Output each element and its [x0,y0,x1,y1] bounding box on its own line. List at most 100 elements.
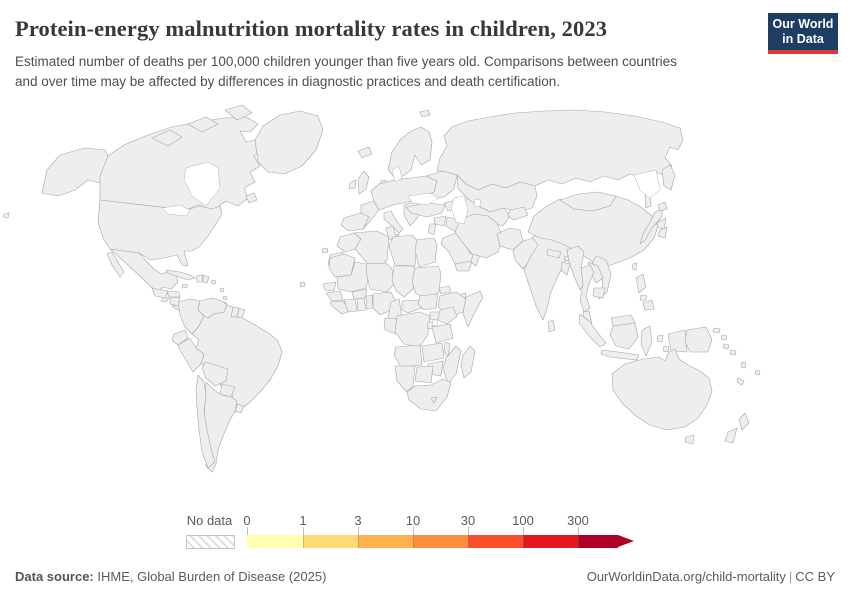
country-papua-new-guinea[interactable] [684,326,713,353]
country-canary-islands[interactable] [321,247,329,254]
country-iran[interactable] [454,213,504,259]
country-tunisia[interactable] [385,225,397,241]
country-tanzania[interactable] [431,323,454,344]
region-jordan-israel[interactable] [427,223,437,236]
country-luzon[interactable] [635,273,647,294]
owid-logo[interactable]: Our World in Data [768,13,838,54]
country-canada-island-2[interactable] [187,116,219,133]
country-egypt[interactable] [414,237,438,268]
legend-color-scale[interactable] [247,535,618,548]
country-eritrea[interactable] [438,285,452,295]
region-kyrgyzstan-tajikistan[interactable] [507,206,529,221]
country-madagascar[interactable] [460,345,476,379]
country-united-kingdom[interactable] [357,170,370,195]
country-baja-california[interactable] [106,251,125,278]
country-iceland[interactable] [357,146,373,159]
country-haiti[interactable] [195,274,204,283]
country-sudan[interactable] [411,265,442,299]
legend-bin-100-300[interactable] [523,535,578,548]
country-west-papua[interactable] [667,329,688,353]
country-png-island-1[interactable] [712,327,721,334]
region-iberia[interactable] [340,212,370,232]
legend-no-data-swatch[interactable] [186,535,235,549]
country-honduras[interactable] [166,290,181,298]
country-aleutians[interactable] [2,212,10,219]
country-cambodia[interactable] [592,287,606,299]
country-mozambique[interactable] [442,345,462,385]
country-australia[interactable] [611,348,713,431]
country-nepal[interactable] [546,248,562,259]
country-bolivia[interactable] [201,361,229,387]
country-canada-island-3[interactable] [224,104,253,121]
legend-bin-300-plus[interactable] [578,535,618,548]
country-kamchatka[interactable] [661,164,676,191]
country-guatemala[interactable] [151,287,169,299]
country-ivory-coast[interactable] [343,298,358,313]
country-sumatra[interactable] [578,313,607,348]
country-thailand[interactable] [579,264,595,313]
country-guinea[interactable] [325,290,344,302]
country-south-sudan[interactable] [417,293,439,311]
country-lesotho[interactable] [430,396,438,404]
country-vanuatu[interactable] [740,361,747,369]
country-maluku-1[interactable] [656,334,664,343]
country-ireland[interactable] [348,179,357,190]
country-italy[interactable] [383,210,404,234]
country-solomon-1[interactable] [722,343,730,350]
country-el-salvador[interactable] [160,297,170,303]
legend-bin-10-30[interactable] [413,535,468,548]
country-cape-verde[interactable] [299,281,306,288]
country-ghana[interactable] [356,297,367,312]
country-canada[interactable] [99,116,264,211]
country-canada-island-1[interactable] [151,129,183,147]
country-united-states[interactable] [97,199,223,267]
legend-bin-3-10[interactable] [358,535,413,548]
country-botswana[interactable] [414,365,434,384]
region-sierra-leone-liberia[interactable] [329,300,351,315]
country-japan[interactable] [639,207,664,245]
country-java[interactable] [600,349,640,361]
region-togo-benin[interactable] [365,294,374,310]
country-solomon-2[interactable] [729,349,737,356]
country-namibia[interactable] [394,365,416,393]
country-angola[interactable] [393,344,423,368]
country-zambia[interactable] [421,342,445,363]
country-sri-lanka[interactable] [547,319,556,333]
country-bangladesh[interactable] [560,261,571,276]
country-fiji[interactable] [754,369,761,376]
country-south-korea[interactable] [657,226,668,239]
country-dominican-republic[interactable] [202,274,210,284]
country-niger[interactable] [365,262,395,293]
country-chad[interactable] [391,265,416,298]
country-svalbard[interactable] [419,109,431,118]
country-burkina-faso[interactable] [351,288,368,300]
country-senegal[interactable] [322,281,337,292]
country-mauritania[interactable] [328,253,356,278]
legend-bin-30-100[interactable] [468,535,523,548]
country-drc[interactable] [394,311,431,348]
country-visayas[interactable] [639,294,648,302]
country-maluku-2[interactable] [662,345,670,353]
country-cuba[interactable] [165,269,196,281]
country-mindanao[interactable] [642,299,655,311]
country-yemen[interactable] [454,260,473,272]
country-taiwan[interactable] [631,262,638,271]
country-kenya[interactable] [437,306,458,325]
country-newfoundland[interactable] [245,192,258,204]
country-tasmania[interactable] [684,434,695,445]
region-scandinavia[interactable] [387,126,433,179]
country-ecuador[interactable] [171,329,189,346]
country-kalimantan[interactable] [609,322,639,350]
legend-bin-1-3[interactable] [303,535,358,548]
country-mongolia[interactable] [559,191,617,212]
country-png-island-2[interactable] [720,334,728,341]
country-new-zealand-south[interactable] [724,427,738,444]
footer-license[interactable]: CC BY [795,569,835,584]
region-gabon-congo[interactable] [383,317,398,335]
country-hokkaido[interactable] [657,201,668,212]
country-syria[interactable] [433,215,447,227]
country-mexico[interactable] [109,248,179,293]
country-greenland[interactable] [254,110,324,175]
country-new-caledonia[interactable] [736,377,745,386]
footer-link[interactable]: OurWorldinData.org/child-mortality [586,569,786,584]
